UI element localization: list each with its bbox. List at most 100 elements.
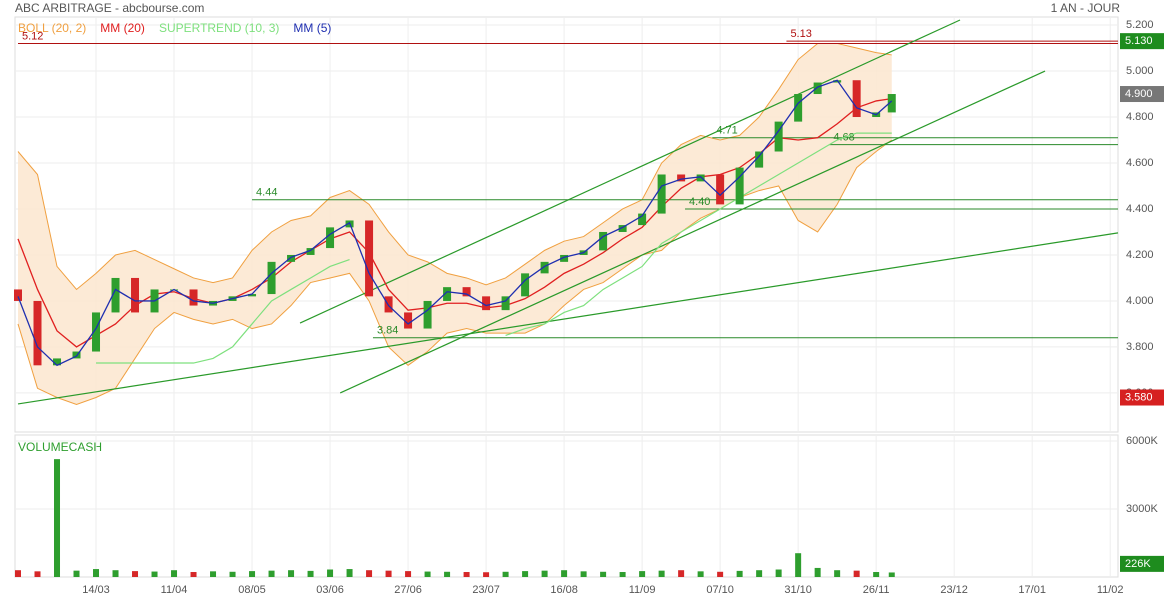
candle-body	[696, 174, 705, 182]
candle-body	[189, 289, 198, 306]
volume-bar	[463, 572, 470, 577]
legend-entry: MM (20)	[100, 21, 145, 35]
price-tag	[1120, 86, 1164, 103]
chart-title: ABC ARBITRAGE - abcbourse.com	[15, 1, 204, 15]
candle-body	[657, 174, 666, 214]
candle-body	[560, 254, 569, 262]
volume-tag	[1120, 555, 1164, 572]
candle-body	[638, 213, 647, 226]
volume-bar	[405, 571, 412, 577]
price-tag	[1120, 389, 1164, 406]
candle-body	[618, 225, 627, 232]
x-tick-label: 23/07	[472, 584, 500, 596]
legend-entry: SUPERTREND (10, 3)	[159, 21, 279, 35]
volume-bar	[249, 571, 256, 577]
y-tick-label: 5.000	[1126, 65, 1154, 77]
candle-body	[111, 277, 120, 313]
candle-body	[365, 220, 374, 297]
candle-body	[287, 254, 296, 262]
x-tick-label: 31/10	[784, 584, 812, 596]
x-tick-label: 07/10	[706, 584, 734, 596]
volume-bar	[385, 570, 392, 577]
candle-body	[14, 289, 22, 301]
volume-panel	[14, 434, 1119, 578]
volume-bar	[132, 571, 139, 577]
volume-bar	[366, 570, 373, 577]
volume-title: VOLUMECASH	[18, 440, 102, 454]
candle-body	[248, 294, 257, 297]
candle-body	[755, 151, 764, 168]
candle-body	[501, 296, 510, 311]
candle-body	[267, 261, 276, 295]
price-tag	[1120, 33, 1164, 50]
y-tick-label: 4.200	[1126, 249, 1154, 261]
x-tick-label: 11/02	[1097, 584, 1124, 596]
volume-bar	[580, 571, 587, 577]
volume-bar	[151, 571, 158, 577]
price-tag-label: 3.580	[1125, 391, 1153, 403]
candle-body	[33, 300, 42, 366]
volume-bar	[424, 571, 431, 577]
volume-bar	[34, 571, 41, 577]
boll-lower	[17, 139, 893, 405]
candle-body	[326, 227, 335, 249]
x-tick-label: 26/11	[863, 584, 890, 596]
x-tick-label: 08/05	[238, 584, 266, 596]
volume-bar	[190, 572, 197, 577]
volume-bar	[600, 571, 607, 577]
candle-body	[735, 167, 744, 205]
y-tick-label: 3000K	[1126, 503, 1158, 515]
candle-body	[813, 82, 822, 95]
volume-bar	[775, 569, 782, 577]
candle-body	[306, 248, 315, 255]
candle-body	[423, 300, 432, 329]
volume-bar	[619, 572, 626, 577]
volume-bar	[93, 569, 100, 577]
level-label: 5.12	[22, 30, 43, 42]
price-tag-label: 5.130	[1125, 35, 1153, 47]
candle-body	[72, 351, 81, 359]
x-tick-label: 14/03	[82, 584, 110, 596]
boll-band	[18, 43, 892, 405]
volume-bar	[853, 570, 860, 577]
volume-bar	[327, 569, 334, 577]
volume-bar	[210, 571, 217, 577]
trend-line	[17, 232, 1119, 405]
y-tick-label: 4.800	[1126, 111, 1154, 123]
level-label: 4.71	[716, 125, 737, 137]
y-tick-label: 3.800	[1126, 341, 1154, 353]
volume-bar	[814, 567, 821, 577]
volume-bar	[112, 570, 119, 577]
volume-bar	[658, 570, 665, 577]
x-tick-label: 11/09	[629, 584, 656, 596]
boll-upper	[17, 42, 892, 291]
volume-bar	[54, 459, 61, 577]
mm5-line	[17, 79, 893, 367]
volume-bar	[888, 572, 895, 577]
y-tick-label: 4.400	[1126, 203, 1154, 215]
price-tag-label: 4.900	[1125, 88, 1153, 100]
candle-body	[794, 94, 803, 122]
x-tick-label: 27/06	[394, 584, 422, 596]
mm20-line	[17, 97, 892, 348]
volume-bar	[502, 571, 509, 577]
candle-body	[716, 174, 725, 205]
candle-body	[540, 261, 549, 274]
candle-body	[833, 80, 842, 83]
volume-bar	[522, 571, 529, 577]
candle-body	[852, 80, 861, 118]
x-tick-label: 03/06	[316, 584, 344, 596]
volume-bar	[229, 571, 236, 577]
legend-entry: BOLL (20, 2)	[18, 21, 86, 35]
volume-bar	[346, 569, 353, 577]
legend-entry: MM (5)	[293, 21, 331, 35]
candle-body	[462, 287, 471, 297]
volume-bar	[697, 571, 704, 577]
volume-bar	[268, 570, 275, 577]
volume-bar	[15, 570, 21, 577]
volume-bar	[873, 572, 880, 577]
x-tick-label: 11/04	[161, 584, 188, 596]
candle-body	[887, 94, 896, 113]
volume-bar	[483, 572, 490, 577]
